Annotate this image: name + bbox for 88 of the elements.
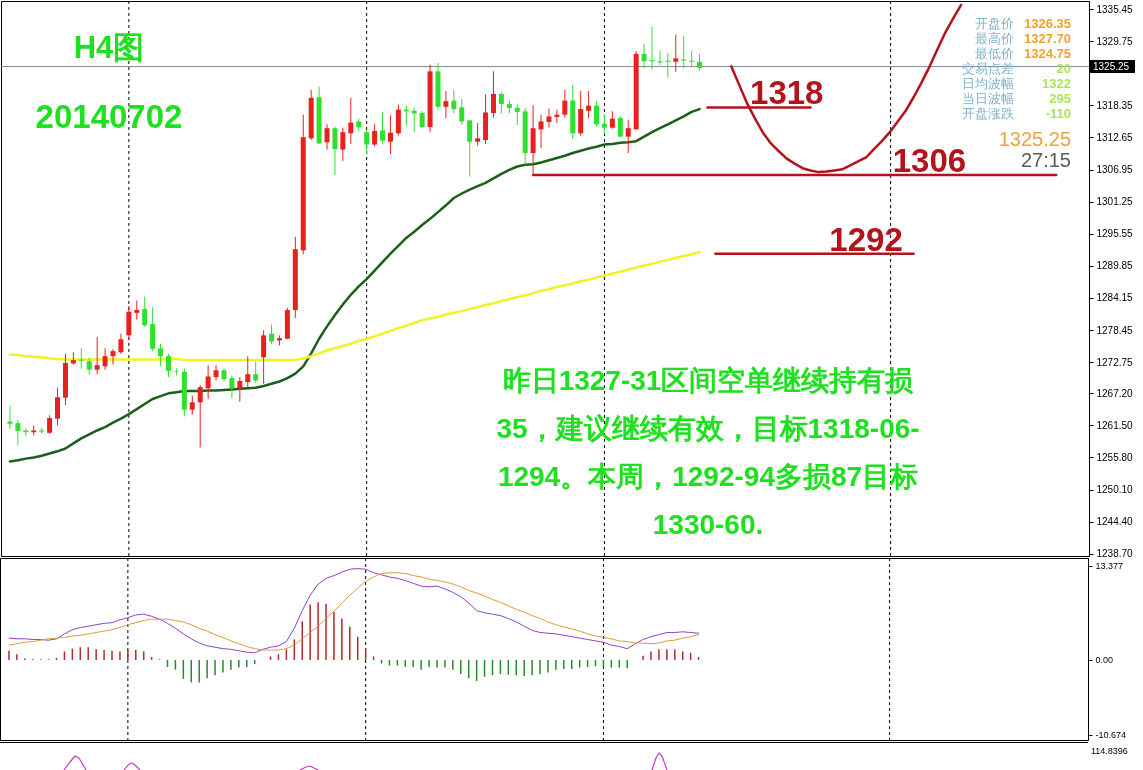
- y-tick-label: 1312.65: [1096, 132, 1134, 143]
- annotation: 最高价 1327.70: [975, 31, 1071, 46]
- candlestick: [94, 336, 100, 375]
- candlestick: [31, 424, 37, 437]
- candlestick: [372, 123, 378, 147]
- candlestick: [253, 361, 259, 384]
- annotation: 最低价 1324.75: [975, 46, 1071, 61]
- candlestick: [514, 104, 520, 126]
- candlestick: [47, 414, 53, 435]
- candlestick: [7, 405, 13, 430]
- candlestick: [229, 374, 235, 399]
- y-tick-label: 1284.15: [1096, 292, 1134, 304]
- y-tick-label: 1244.40: [1096, 516, 1134, 528]
- candlestick: [673, 34, 679, 73]
- y-tick-label: 1306.95: [1096, 164, 1134, 176]
- text: 当日波幅 295: [962, 91, 1071, 106]
- candlestick: [261, 329, 267, 385]
- candlestick: [625, 119, 631, 154]
- y-tick-label: 1329.75: [1096, 35, 1134, 47]
- annotation: 昨日1327-31区间空单继续持有损 35，建议继续有效，目标1318-06- 1294。本周，1292-94多损87目标 1330-60.: [496, 365, 920, 540]
- candlestick: [55, 387, 61, 426]
- candlestick: [197, 384, 203, 448]
- candlestick: [586, 90, 592, 119]
- y-tick-label: 1272.75: [1096, 356, 1134, 368]
- candlestick: [142, 296, 148, 328]
- candlestick: [364, 129, 370, 155]
- candlestick: [245, 355, 251, 388]
- text: 114.8396: [1091, 746, 1128, 756]
- y-tick-label: -10.674: [1095, 730, 1127, 741]
- candlestick: [126, 305, 132, 340]
- candlestick: [411, 107, 417, 133]
- y-tick-label: 1301.25: [1096, 196, 1134, 208]
- y-tick-label: 1278.45: [1096, 324, 1134, 336]
- y-tick-label: 13.377: [1095, 561, 1124, 572]
- candlestick: [134, 299, 140, 321]
- series-label: 1318: [750, 74, 824, 112]
- candlestick: [15, 419, 21, 446]
- candlestick: [459, 98, 465, 126]
- candlestick: [601, 114, 607, 135]
- annotation: 开盘价 1326.35: [975, 16, 1071, 31]
- y-tick-label: 1238.70: [1096, 548, 1134, 560]
- ref-line-label: 1325.25: [1093, 60, 1130, 72]
- candlestick: [594, 100, 600, 128]
- candlestick: [562, 89, 568, 119]
- candlestick: [348, 97, 354, 145]
- candlestick: [641, 43, 647, 69]
- y-tick-label: 1255.80: [1096, 452, 1134, 463]
- series-label: 1306: [892, 141, 967, 179]
- candlestick: [332, 126, 338, 176]
- y-tick-label: 1289.85: [1096, 260, 1134, 272]
- y-tick-label: 1267.20: [1096, 387, 1134, 399]
- candlestick: [165, 353, 171, 378]
- candlestick: [213, 364, 219, 381]
- annotation: 27:15: [1020, 149, 1071, 171]
- candlestick: [546, 108, 552, 129]
- candlestick: [443, 90, 449, 119]
- y-tick-label: 1318.35: [1096, 99, 1134, 111]
- annotation: 1325.25: [998, 128, 1071, 150]
- y-tick-label: 1295.55: [1096, 228, 1134, 240]
- candlestick: [467, 119, 473, 178]
- candlestick: [475, 122, 481, 147]
- candlestick: [237, 376, 243, 403]
- candlestick: [451, 89, 457, 114]
- candlestick: [498, 91, 504, 114]
- candlestick: [158, 343, 164, 367]
- candlestick: [380, 111, 386, 144]
- candlestick: [269, 324, 275, 345]
- candlestick: [387, 114, 393, 155]
- candlestick: [110, 348, 116, 366]
- y-tick-label: 0.00: [1095, 655, 1114, 666]
- candlestick: [205, 364, 211, 400]
- candlestick: [340, 127, 346, 162]
- candlestick: [490, 70, 496, 119]
- candlestick: [554, 109, 560, 124]
- y-tick-label: 1335.45: [1096, 3, 1134, 15]
- candlestick: [395, 104, 401, 137]
- text: 开盘涨跌 -110: [962, 106, 1071, 121]
- candlestick: [189, 395, 195, 416]
- text: 20140702: [35, 98, 183, 135]
- series-label: 1292: [829, 220, 903, 258]
- text: H4图: [73, 30, 145, 65]
- candlestick: [102, 347, 108, 371]
- text: 日均波幅 1322: [962, 76, 1071, 91]
- y-tick-label: 1261.50: [1096, 419, 1134, 431]
- candlestick: [118, 333, 124, 355]
- y-tick-label: 1250.10: [1096, 484, 1134, 496]
- candlestick: [538, 114, 544, 149]
- candlestick: [324, 123, 330, 151]
